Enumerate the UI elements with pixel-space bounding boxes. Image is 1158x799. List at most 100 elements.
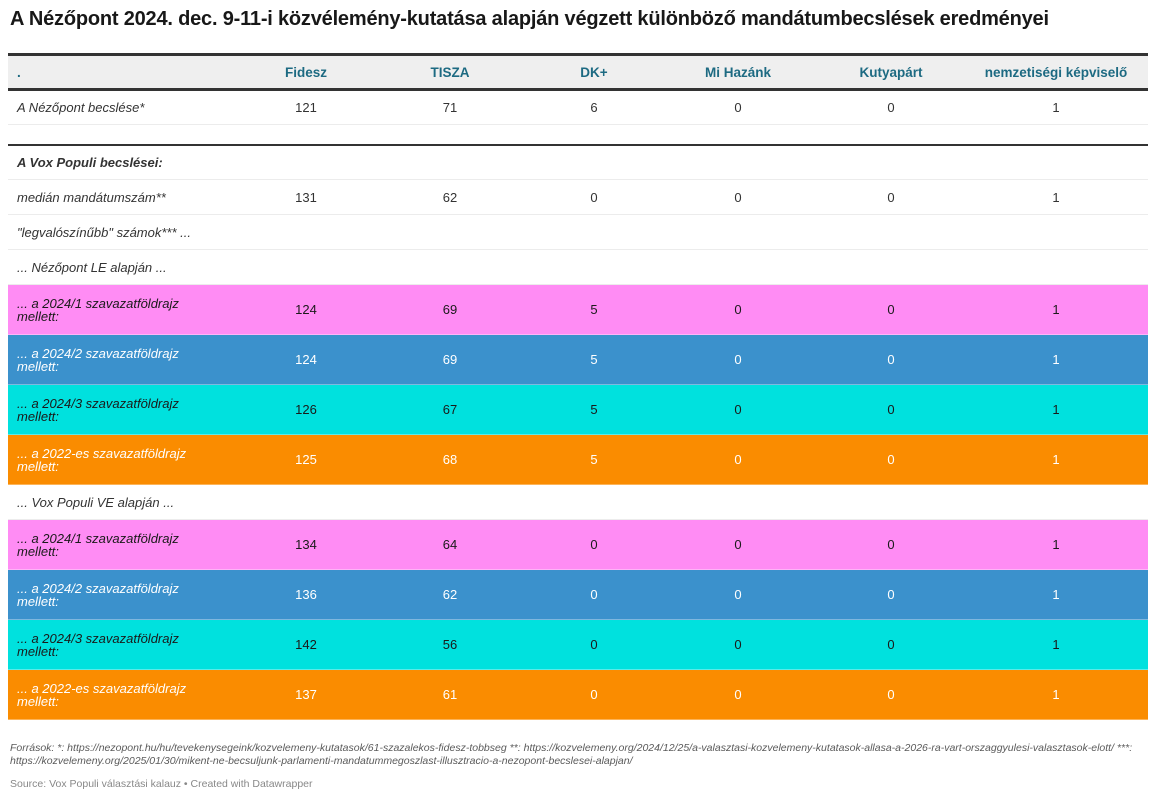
cell-nemzetisegi: 1 <box>964 334 1148 385</box>
cell-nemzetisegi: 1 <box>964 179 1148 215</box>
column-header-tisza[interactable]: TISZA <box>430 64 470 80</box>
cell-kutyapart: 0 <box>818 619 964 670</box>
cell-mi-hazank: 0 <box>658 179 818 215</box>
column-header-kutyapart[interactable]: Kutyapárt <box>859 64 923 80</box>
cell-mi-hazank: 0 <box>658 334 818 385</box>
row-label: A Nézőpont becslése* <box>8 89 242 125</box>
cell-kutyapart: 0 <box>818 569 964 620</box>
cell-nemzetisegi: 1 <box>964 519 1148 570</box>
page-title: A Nézőpont 2024. dec. 9-11-i közvélemény… <box>10 8 1049 30</box>
row-label: ... a 2022-es szavazatföldrajz mellett: <box>8 434 242 485</box>
subheading-label: ... Vox Populi VE alapján ... <box>8 484 1148 520</box>
cell-dk: 6 <box>530 89 658 125</box>
cell-kutyapart: 0 <box>818 434 964 485</box>
table-row-pink: ... a 2024/1 szavazatföldrajz mellett: 1… <box>8 284 1148 335</box>
cell-tisza: 68 <box>370 434 530 485</box>
cell-tisza: 69 <box>370 334 530 385</box>
cell-fidesz: 136 <box>242 569 370 620</box>
table-row-blue: ... a 2024/2 szavazatföldrajz mellett: 1… <box>8 569 1148 620</box>
cell-mi-hazank: 0 <box>658 669 818 720</box>
cell-kutyapart: 0 <box>818 284 964 335</box>
cell-nemzetisegi: 1 <box>964 569 1148 620</box>
table-row-orange: ... a 2022-es szavazatföldrajz mellett: … <box>8 434 1148 485</box>
table-row: medián mandátumszám** 131 62 0 0 0 1 <box>8 179 1148 215</box>
cell-dk: 5 <box>530 284 658 335</box>
cell-kutyapart: 0 <box>818 519 964 570</box>
cell-tisza: 67 <box>370 384 530 435</box>
cell-dk: 0 <box>530 519 658 570</box>
seat-estimates-table: . Fidesz TISZA DK+ Mi Hazánk Kutyapárt n… <box>8 53 1148 720</box>
cell-kutyapart: 0 <box>818 89 964 125</box>
cell-dk: 5 <box>530 434 658 485</box>
cell-fidesz: 124 <box>242 334 370 385</box>
column-header-nemzetisegi[interactable]: nemzetiségi képviselő <box>984 64 1128 80</box>
column-header-label[interactable]: . <box>17 64 21 80</box>
cell-nemzetisegi: 1 <box>964 89 1148 125</box>
row-label: ... a 2024/2 szavazatföldrajz mellett: <box>8 334 242 385</box>
table-row-cyan: ... a 2024/3 szavazatföldrajz mellett: 1… <box>8 619 1148 670</box>
cell-mi-hazank: 0 <box>658 619 818 670</box>
column-header-dk[interactable]: DK+ <box>580 64 608 80</box>
subheading-label: ... Nézőpont LE alapján ... <box>8 249 1148 285</box>
cell-dk: 5 <box>530 384 658 435</box>
cell-fidesz: 134 <box>242 519 370 570</box>
cell-tisza: 71 <box>370 89 530 125</box>
divider-cell <box>8 124 1148 146</box>
cell-fidesz: 131 <box>242 179 370 215</box>
cell-dk: 0 <box>530 619 658 670</box>
section-divider <box>8 124 1148 146</box>
column-header-mi-hazank[interactable]: Mi Hazánk <box>704 64 772 80</box>
cell-mi-hazank: 0 <box>658 384 818 435</box>
cell-kutyapart: 0 <box>818 334 964 385</box>
cell-mi-hazank: 0 <box>658 569 818 620</box>
cell-fidesz: 124 <box>242 284 370 335</box>
cell-dk: 5 <box>530 334 658 385</box>
cell-mi-hazank: 0 <box>658 284 818 335</box>
subheading-row: ... Vox Populi VE alapján ... <box>8 484 1148 520</box>
cell-kutyapart: 0 <box>818 384 964 435</box>
cell-dk: 0 <box>530 179 658 215</box>
source-line: Source: Vox Populi választási kalauz • C… <box>10 778 313 790</box>
cell-kutyapart: 0 <box>818 669 964 720</box>
row-label: ... a 2024/3 szavazatföldrajz mellett: <box>8 619 242 670</box>
column-header-fidesz[interactable]: Fidesz <box>284 64 327 80</box>
table-row-pink: ... a 2024/1 szavazatföldrajz mellett: 1… <box>8 519 1148 570</box>
table-header-row: . Fidesz TISZA DK+ Mi Hazánk Kutyapárt n… <box>8 54 1148 90</box>
cell-fidesz: 126 <box>242 384 370 435</box>
row-label: ... a 2024/1 szavazatföldrajz mellett: <box>8 284 242 335</box>
cell-fidesz: 125 <box>242 434 370 485</box>
cell-fidesz: 137 <box>242 669 370 720</box>
cell-nemzetisegi: 1 <box>964 434 1148 485</box>
cell-dk: 0 <box>530 669 658 720</box>
row-label: ... a 2022-es szavazatföldrajz mellett: <box>8 669 242 720</box>
table-row-blue: ... a 2024/2 szavazatföldrajz mellett: 1… <box>8 334 1148 385</box>
table-row: A Nézőpont becslése* 121 71 6 0 0 1 <box>8 89 1148 125</box>
section-heading: A Vox Populi becslései: <box>8 144 1148 180</box>
cell-tisza: 62 <box>370 569 530 620</box>
subheading-row: "legvalószínűbb" számok*** ... <box>8 214 1148 250</box>
row-label: medián mandátumszám** <box>8 179 242 215</box>
subheading-row: ... Nézőpont LE alapján ... <box>8 249 1148 285</box>
cell-dk: 0 <box>530 569 658 620</box>
table-row-orange: ... a 2022-es szavazatföldrajz mellett: … <box>8 669 1148 720</box>
cell-tisza: 64 <box>370 519 530 570</box>
cell-mi-hazank: 0 <box>658 519 818 570</box>
cell-nemzetisegi: 1 <box>964 284 1148 335</box>
row-label: ... a 2024/3 szavazatföldrajz mellett: <box>8 384 242 435</box>
cell-fidesz: 121 <box>242 89 370 125</box>
cell-tisza: 62 <box>370 179 530 215</box>
row-label: ... a 2024/2 szavazatföldrajz mellett: <box>8 569 242 620</box>
cell-kutyapart: 0 <box>818 179 964 215</box>
cell-nemzetisegi: 1 <box>964 669 1148 720</box>
section-heading-row: A Vox Populi becslései: <box>8 144 1148 180</box>
cell-nemzetisegi: 1 <box>964 619 1148 670</box>
footnote-sources: Források: *: https://nezopont.hu/hu/teve… <box>10 742 1133 767</box>
cell-tisza: 61 <box>370 669 530 720</box>
subheading-label: "legvalószínűbb" számok*** ... <box>8 214 1148 250</box>
row-label: ... a 2024/1 szavazatföldrajz mellett: <box>8 519 242 570</box>
cell-mi-hazank: 0 <box>658 89 818 125</box>
cell-fidesz: 142 <box>242 619 370 670</box>
table-row-cyan: ... a 2024/3 szavazatföldrajz mellett: 1… <box>8 384 1148 435</box>
cell-tisza: 56 <box>370 619 530 670</box>
cell-tisza: 69 <box>370 284 530 335</box>
